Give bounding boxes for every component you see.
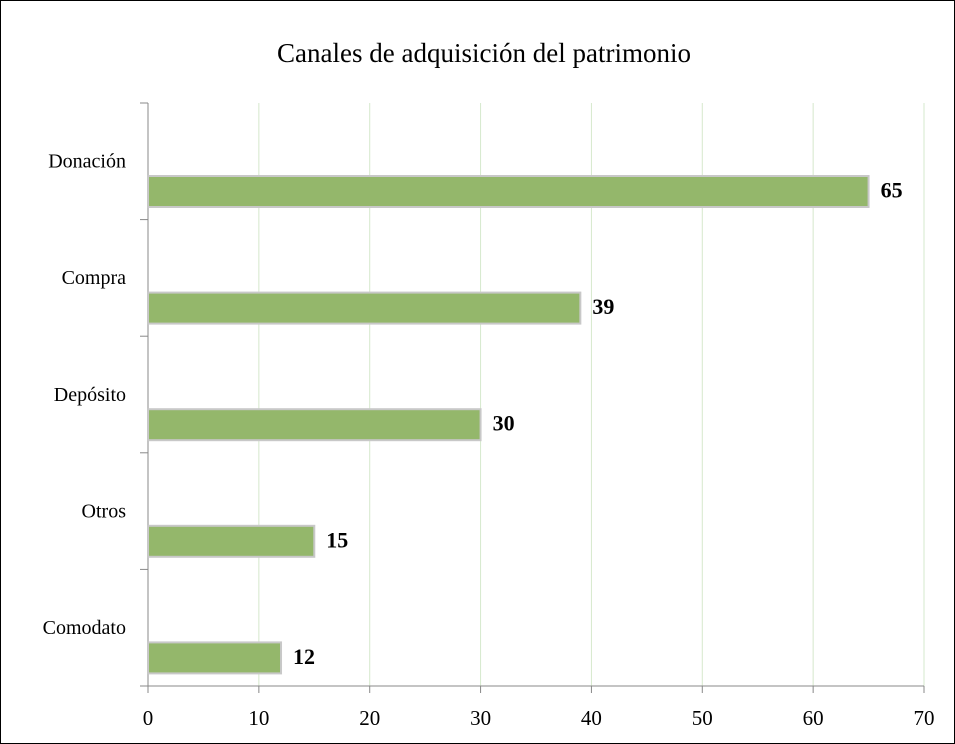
y-tick-label: Compra	[62, 267, 127, 289]
bar	[147, 291, 582, 325]
y-tick-label: Otros	[82, 500, 127, 522]
x-tick-label: 20	[359, 706, 380, 730]
bar	[147, 408, 482, 442]
x-tick-label: 10	[248, 706, 269, 730]
bar	[147, 641, 283, 675]
y-tick-label: Depósito	[54, 384, 126, 406]
value-label: 30	[493, 411, 515, 436]
x-tick-label: 0	[143, 706, 154, 730]
chart-title: Canales de adquisición del patrimonio	[277, 38, 691, 68]
x-tick-label: 30	[470, 706, 491, 730]
y-tick-label: Donación	[48, 151, 126, 173]
x-tick-label: 70	[914, 706, 935, 730]
bar	[147, 524, 316, 558]
y-tick-label: Comodato	[43, 617, 126, 639]
value-label: 15	[326, 527, 348, 552]
x-tick-label: 60	[803, 706, 824, 730]
x-tick-label: 40	[581, 706, 602, 730]
value-label: 12	[293, 644, 315, 669]
value-label: 39	[592, 294, 614, 319]
value-label: 65	[881, 178, 903, 203]
x-tick-label: 50	[692, 706, 713, 730]
bar	[147, 175, 870, 208]
